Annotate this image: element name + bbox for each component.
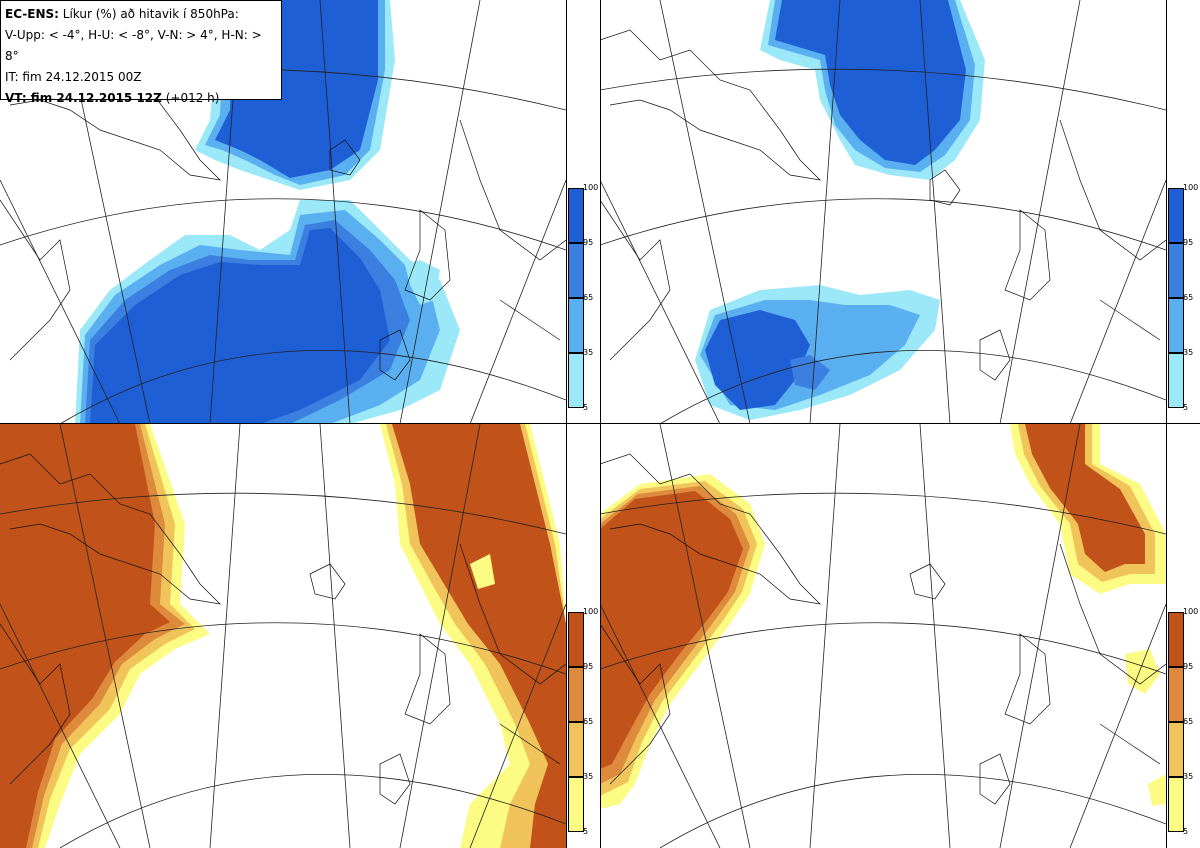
colorbar-segment (568, 667, 584, 722)
legend-box: EC-ENS: Líkur (%) að hitavik í 850hPa: V… (0, 0, 282, 105)
colorbar-tick-label: 95 (1183, 238, 1194, 247)
panel-divider (566, 0, 567, 848)
colorbar-segment (568, 777, 584, 832)
colorbar-tick-label: 100 (1183, 607, 1199, 616)
colorbar-tick-label: 65 (1183, 717, 1194, 726)
valid-time-line: VT: fim 24.12.2015 12Z (+012 h) (5, 88, 277, 109)
colorbar-tick-label: 5 (1183, 403, 1189, 412)
colorbar-tick-label: 35 (1183, 348, 1194, 357)
threshold-line: V-Upp: < -4°, H-U: < -8°, V-N: > 4°, H-N… (5, 28, 262, 63)
colorbar-segment (568, 188, 584, 243)
probability-shading (600, 424, 1166, 809)
graticule (600, 424, 1166, 848)
colorbar-tick-label: 65 (1183, 293, 1194, 302)
colorbar-segment (568, 298, 584, 353)
colorbar-tick-label: 5 (583, 827, 589, 836)
colorbar-segment (1168, 722, 1184, 777)
colorbar-tick-label: 95 (583, 662, 594, 671)
colorbar-tick-label: 5 (583, 403, 589, 412)
map-v-n (0, 424, 566, 848)
colorbar-tick-label: 35 (583, 772, 594, 781)
coastlines (0, 453, 566, 805)
map-panel-h-n (600, 424, 1166, 848)
colorbar-tick-label: 100 (583, 607, 599, 616)
map-h-u (600, 0, 1166, 424)
colorbar-tick-label: 100 (583, 183, 599, 192)
colorbar-segment (568, 353, 584, 408)
colorbar-segment (1168, 188, 1184, 243)
colorbar-blue-left: 100 95 65 35 5 (568, 183, 598, 412)
colorbar-tick-label: 100 (1183, 183, 1199, 192)
colorbar-tick-label: 95 (583, 238, 594, 247)
colorbar-segment (1168, 667, 1184, 722)
colorbar-segment (568, 612, 584, 667)
title-line: EC-ENS: Líkur (%) að hitavik í 850hPa: (5, 4, 277, 25)
panel-divider (600, 0, 601, 848)
graticule (600, 0, 1166, 424)
forecast-offset: (+012 h) (165, 91, 220, 105)
colorbar-segment (1168, 353, 1184, 408)
colorbar-segment (1168, 612, 1184, 667)
colorbar-tick-label: 95 (1183, 662, 1194, 671)
colorbar-tick-label: 5 (1183, 827, 1189, 836)
colorbar-segment (1168, 298, 1184, 353)
colorbar-tick-label: 35 (1183, 772, 1194, 781)
coastlines (600, 453, 1166, 805)
map-panel-h-u (600, 0, 1166, 424)
colorbar-tick-label: 35 (583, 348, 594, 357)
title-text: Líkur (%) að hitavik í 850hPa: (62, 7, 239, 21)
colorbar-tick-label: 65 (583, 717, 594, 726)
colorbar-tick-label: 65 (583, 293, 594, 302)
panel-divider (1166, 0, 1167, 848)
colorbar-orange-right: 100 95 65 35 5 (1168, 607, 1198, 836)
graticule (0, 424, 566, 848)
colorbar-blue-right: 100 95 65 35 5 (1168, 183, 1198, 412)
colorbar-segment (568, 243, 584, 298)
colorbar-segment (1168, 777, 1184, 832)
colorbar-segment (568, 722, 584, 777)
map-panel-v-n (0, 424, 566, 848)
colorbar-orange-left: 100 95 65 35 5 (568, 607, 598, 836)
coastlines (600, 29, 1166, 381)
map-h-n (600, 424, 1166, 848)
panel-divider (0, 423, 1200, 424)
colorbar-segment (1168, 243, 1184, 298)
valid-time: VT: fim 24.12.2015 12Z (5, 91, 162, 105)
model-name: EC-ENS: (5, 7, 59, 21)
graticule (0, 0, 566, 424)
init-time: IT: fim 24.12.2015 00Z (5, 70, 142, 84)
probability-shading (0, 424, 566, 848)
